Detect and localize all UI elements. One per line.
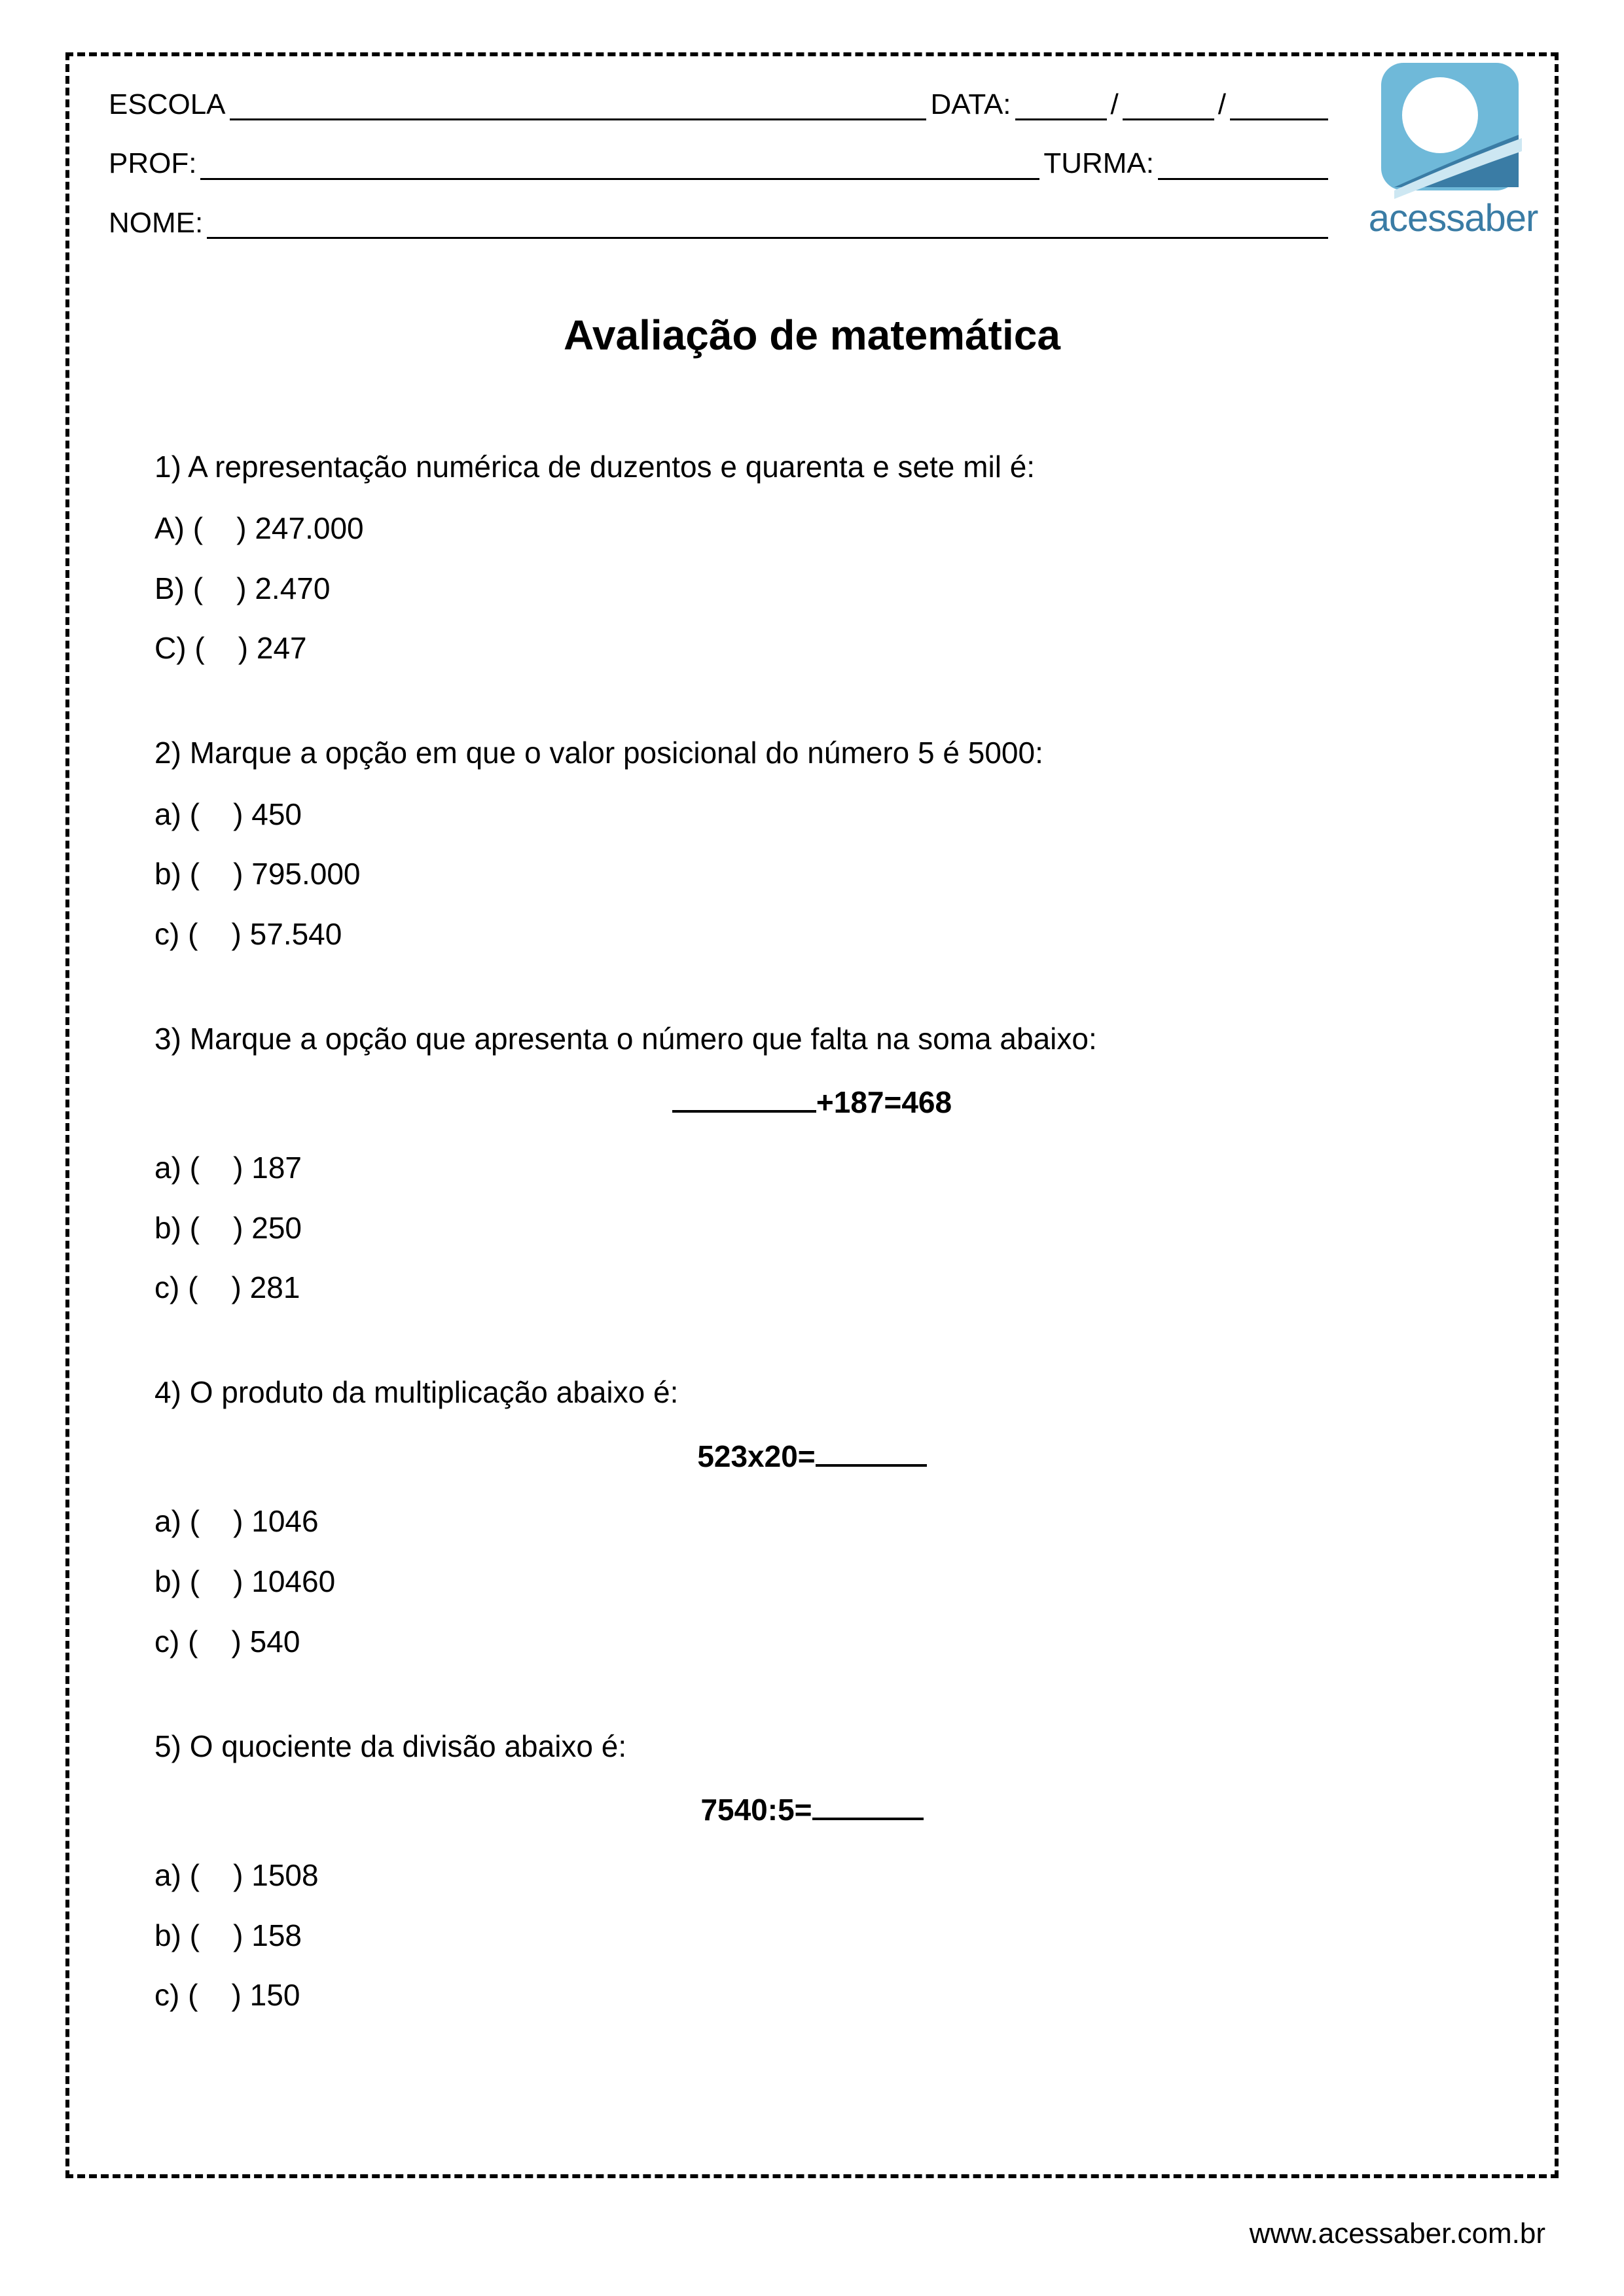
option-letter: c): [154, 1624, 179, 1659]
option[interactable]: a) ( ) 187: [154, 1139, 1470, 1198]
option[interactable]: a) ( ) 1046: [154, 1492, 1470, 1551]
option-letter: b): [154, 1564, 181, 1598]
option-value: 1046: [251, 1504, 318, 1538]
question-text: 4) O produto da multiplicação abaixo é:: [154, 1363, 1470, 1422]
question-4: 4) O produto da multiplicação abaixo é: …: [154, 1363, 1470, 1671]
option[interactable]: A) ( ) 247.000: [154, 499, 1470, 558]
option-letter: a): [154, 1504, 181, 1538]
question-text: 2) Marque a opção em que o valor posicio…: [154, 724, 1470, 783]
question-text: 1) A representação numérica de duzentos …: [154, 438, 1470, 497]
option-letter: b): [154, 1211, 181, 1245]
option-letter: c): [154, 1978, 179, 2012]
date-sep-1: /: [1111, 89, 1119, 120]
question-prompt: Marque a opção que apresenta o número qu…: [190, 1022, 1097, 1056]
label-escola: ESCOLA: [109, 89, 226, 120]
question-text: 3) Marque a opção que apresenta o número…: [154, 1010, 1470, 1069]
question-number: 2): [154, 736, 181, 770]
equation-text: 7540:5=: [700, 1793, 812, 1827]
question-1: 1) A representação numérica de duzentos …: [154, 438, 1470, 678]
option-value: 150: [250, 1978, 300, 2012]
worksheet-page: ESCOLA DATA: / / PROF: TURMA: NOME:: [65, 52, 1559, 2178]
brand-logo: acessaber: [1352, 56, 1555, 240]
questions-container: 1) A representação numérica de duzentos …: [109, 438, 1515, 2025]
question-5: 5) O quociente da divisão abaixo é: 7540…: [154, 1717, 1470, 2025]
equation: 523x20=: [154, 1427, 1470, 1486]
field-nome[interactable]: [207, 214, 1328, 239]
option-value: 247: [257, 631, 307, 665]
line-escola-data: ESCOLA DATA: / /: [109, 89, 1515, 120]
option-value: 450: [251, 797, 302, 831]
option[interactable]: b) ( ) 250: [154, 1199, 1470, 1258]
option[interactable]: c) ( ) 281: [154, 1259, 1470, 1318]
option-value: 281: [250, 1270, 300, 1304]
option-letter: a): [154, 797, 181, 831]
field-prof[interactable]: [200, 155, 1039, 180]
question-prompt: O produto da multiplicação abaixo é:: [190, 1375, 679, 1409]
field-data-day[interactable]: [1015, 96, 1107, 120]
question-number: 3): [154, 1022, 181, 1056]
question-prompt: Marque a opção em que o valor posicional…: [190, 736, 1043, 770]
option-value: 10460: [251, 1564, 335, 1598]
option-value: 247.000: [255, 511, 363, 545]
field-turma[interactable]: [1158, 155, 1328, 180]
line-nome: NOME:: [109, 207, 1515, 239]
equation-text: +187=468: [816, 1085, 952, 1119]
equation: 7540:5=: [154, 1781, 1470, 1840]
question-prompt: O quociente da divisão abaixo é:: [190, 1729, 626, 1763]
option-letter: c): [154, 917, 179, 951]
option[interactable]: c) ( ) 540: [154, 1613, 1470, 1672]
option-letter: B): [154, 571, 185, 605]
question-3: 3) Marque a opção que apresenta o número…: [154, 1010, 1470, 1318]
logo-text: acessaber: [1352, 196, 1555, 240]
option-value: 57.540: [250, 917, 342, 951]
equation-blank[interactable]: [816, 1443, 927, 1467]
equation-blank[interactable]: [812, 1797, 924, 1820]
field-escola[interactable]: [230, 96, 927, 120]
option-value: 1508: [251, 1858, 318, 1892]
label-nome: NOME:: [109, 207, 203, 239]
option[interactable]: b) ( ) 795.000: [154, 845, 1470, 904]
option-letter: b): [154, 1918, 181, 1952]
equation-blank[interactable]: [672, 1089, 816, 1113]
option-value: 187: [251, 1151, 302, 1185]
question-number: 5): [154, 1729, 181, 1763]
option-letter: b): [154, 857, 181, 891]
option[interactable]: c) ( ) 150: [154, 1966, 1470, 2025]
header-block: ESCOLA DATA: / / PROF: TURMA: NOME:: [109, 89, 1515, 239]
option-letter: a): [154, 1858, 181, 1892]
question-number: 1): [154, 450, 181, 484]
logo-icon: [1375, 56, 1532, 200]
option-letter: C): [154, 631, 187, 665]
option-letter: A): [154, 511, 185, 545]
label-prof: PROF:: [109, 148, 196, 179]
option[interactable]: a) ( ) 450: [154, 785, 1470, 844]
option[interactable]: B) ( ) 2.470: [154, 560, 1470, 619]
option[interactable]: C) ( ) 247: [154, 619, 1470, 678]
line-prof-turma: PROF: TURMA:: [109, 148, 1515, 179]
option-value: 250: [251, 1211, 302, 1245]
option[interactable]: b) ( ) 10460: [154, 1552, 1470, 1611]
question-text: 5) O quociente da divisão abaixo é:: [154, 1717, 1470, 1776]
field-data-month[interactable]: [1123, 96, 1214, 120]
option-value: 2.470: [255, 571, 330, 605]
question-number: 4): [154, 1375, 181, 1409]
option[interactable]: b) ( ) 158: [154, 1907, 1470, 1965]
date-sep-2: /: [1218, 89, 1226, 120]
option[interactable]: c) ( ) 57.540: [154, 905, 1470, 964]
question-2: 2) Marque a opção em que o valor posicio…: [154, 724, 1470, 964]
option-value: 540: [250, 1624, 300, 1659]
option-value: 158: [251, 1918, 302, 1952]
equation: +187=468: [154, 1073, 1470, 1132]
page-title: Avaliação de matemática: [109, 311, 1515, 359]
equation-text: 523x20=: [697, 1439, 815, 1473]
option-letter: c): [154, 1270, 179, 1304]
label-turma: TURMA:: [1043, 148, 1154, 179]
option-value: 795.000: [251, 857, 360, 891]
field-data-year[interactable]: [1230, 96, 1328, 120]
option[interactable]: a) ( ) 1508: [154, 1846, 1470, 1905]
footer-url: www.acessaber.com.br: [1250, 2217, 1545, 2250]
option-letter: a): [154, 1151, 181, 1185]
question-prompt: A representação numérica de duzentos e q…: [188, 450, 1035, 484]
label-data: DATA:: [930, 89, 1011, 120]
